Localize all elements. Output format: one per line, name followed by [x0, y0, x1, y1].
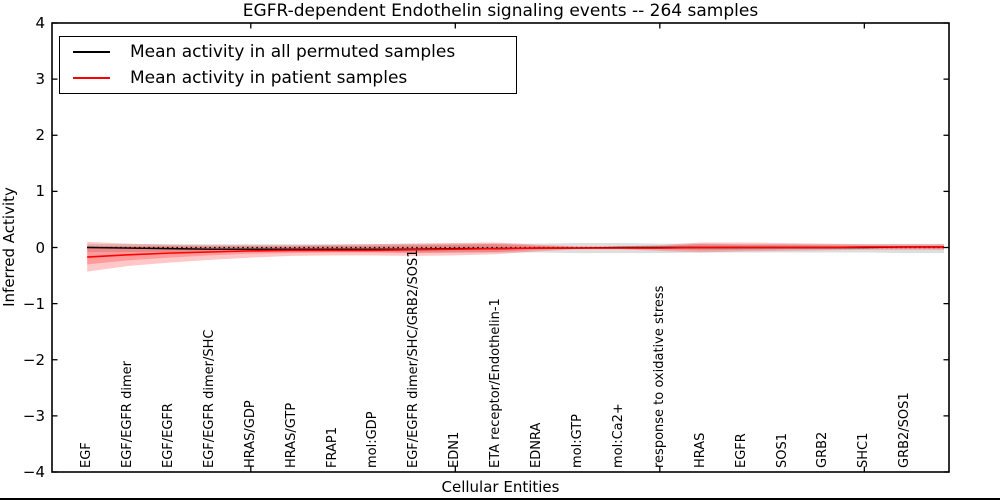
x-category-label: EGFR	[733, 433, 749, 468]
y-tick-label: 1	[35, 182, 45, 201]
x-category-label: GRB2	[815, 431, 831, 468]
legend-item-permuted: Mean activity in all permuted samples	[73, 40, 516, 64]
y-tick-label: 0	[35, 238, 45, 257]
x-category-label: EGF/EGFR dimer	[120, 361, 136, 468]
x-category-label: EDNRA	[529, 422, 545, 468]
x-category-label: EGF/EGFR dimer/SHC/GRB2/SOS1	[406, 249, 422, 469]
mean-patient-line	[87, 246, 944, 258]
legend-label-patient: Mean activity in patient samples	[130, 67, 408, 88]
y-tick-label: 2	[35, 126, 45, 145]
legend-line-sample-patient	[73, 76, 110, 79]
x-category-label: EDN1	[447, 431, 463, 468]
y-tick-label: −4	[22, 463, 45, 481]
x-category-label: EGF/EGFR dimer/SHC	[201, 329, 217, 468]
x-category-label: EGF/EGFR	[160, 403, 176, 468]
x-category-label: ETA receptor/Endothelin-1	[488, 298, 504, 468]
x-category-label: FRAP1	[324, 427, 340, 468]
y-tick-label: −1	[22, 294, 45, 313]
y-tick-label: 4	[35, 14, 45, 32]
x-category-label: HRAS	[692, 432, 708, 468]
x-category-label: SHC1	[856, 432, 872, 468]
legend-item-patient: Mean activity in patient samples	[73, 66, 516, 90]
y-tick-label: 3	[35, 70, 45, 89]
x-category-label: response to oxidative stress	[651, 285, 667, 468]
chart-title: EGFR-dependent Endothelin signaling even…	[242, 1, 759, 21]
legend-label-permuted: Mean activity in all permuted samples	[130, 42, 456, 63]
x-category-label: SOS1	[774, 432, 790, 468]
x-category-label: mol:GDP	[365, 411, 381, 468]
y-tick-label: −3	[22, 406, 45, 425]
x-category-label: mol:Ca2+	[610, 403, 626, 468]
x-category-label: HRAS/GTP	[283, 402, 299, 468]
x-axis-title: Cellular Entities	[441, 478, 560, 496]
legend-line-sample-permuted	[73, 51, 110, 54]
x-category-label: EGF	[79, 442, 95, 468]
y-tick-label: −2	[22, 350, 45, 369]
legend: Mean activity in all permuted samples Me…	[59, 36, 517, 94]
x-category-label: GRB2/SOS1	[897, 392, 913, 468]
figure-bottom-edge	[0, 498, 1000, 500]
x-category-label: HRAS/GDP	[242, 400, 258, 468]
x-category-label: mol:GTP	[570, 414, 585, 468]
